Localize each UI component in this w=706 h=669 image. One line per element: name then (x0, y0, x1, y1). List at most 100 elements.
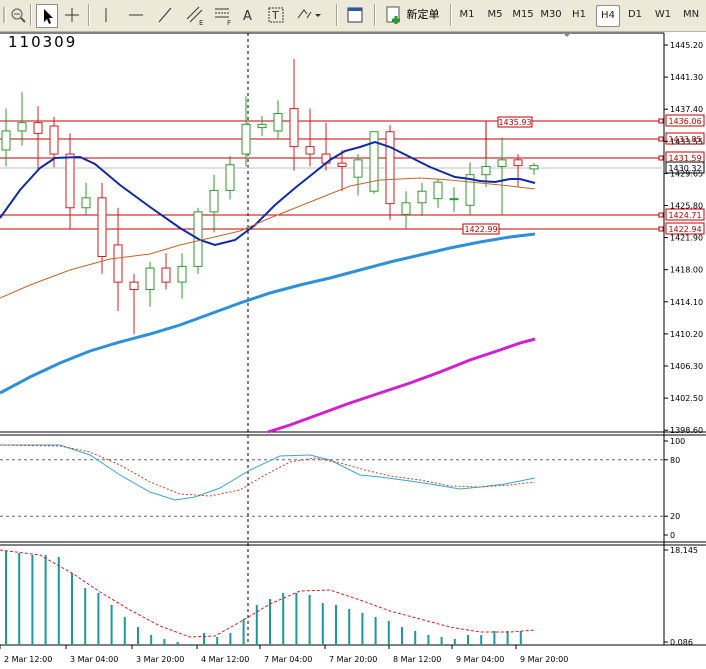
time-axis-label: 7 Mar 04:00 (264, 655, 312, 664)
price-axis-label: 1433.55 (670, 137, 703, 146)
candle-body (353, 159, 363, 178)
time-axis-label: 8 Mar 12:00 (393, 655, 441, 664)
candle-body (433, 181, 443, 200)
equidistant-channel-icon[interactable]: E (184, 4, 206, 27)
time-axis-label: 3 Mar 20:00 (136, 655, 184, 664)
stoch-level-100: 100 (670, 437, 685, 446)
price-axis-label: 1425.80 (670, 202, 703, 211)
level-price-text: 1422.94 (668, 225, 701, 234)
time-axis-label: 3 Mar 04:00 (70, 655, 118, 664)
text-icon[interactable]: A (240, 4, 258, 26)
candle-body (273, 113, 283, 132)
level-price-tag (665, 132, 705, 145)
level-handle[interactable] (658, 155, 664, 161)
arrows-dropdown-icon[interactable] (294, 4, 322, 26)
timeframe-m15[interactable]: M15 (512, 9, 534, 20)
inline-label-box (497, 116, 533, 128)
chart-shift-marker[interactable] (563, 33, 571, 37)
candle-body (145, 267, 155, 291)
stoch-level-0: 0 (670, 531, 675, 540)
candle-body (465, 174, 475, 206)
timeframe-d1[interactable]: D1 (627, 9, 643, 20)
vol-level-max: 18.145 (670, 546, 698, 555)
price-axis-label: 1429.65 (670, 169, 703, 178)
level-handle[interactable] (658, 136, 664, 142)
candle-body (241, 123, 251, 155)
vol-level-min: 0.086 (670, 638, 693, 647)
timeframe-h1[interactable]: H1 (572, 9, 586, 20)
time-axis-label: 7 Mar 20:00 (329, 655, 377, 664)
templates-icon[interactable] (344, 4, 366, 26)
vertical-line-icon[interactable] (96, 4, 116, 26)
level-price-tag (665, 114, 705, 127)
candle-body (385, 131, 395, 205)
toolbar-grip (2, 4, 8, 26)
level-handle[interactable] (658, 212, 664, 218)
timeframe-m5[interactable]: M5 (487, 9, 503, 20)
candle-body (81, 197, 91, 209)
svg-text:A: A (243, 9, 252, 24)
candle-body (1, 130, 11, 151)
timeframe-m1[interactable]: M1 (459, 9, 475, 20)
candle-body (65, 153, 75, 209)
volume-signal-line (0, 549, 536, 638)
moving-average-slow-line (0, 232, 536, 395)
price-axis-label: 1402.50 (670, 394, 703, 403)
moving-average-mid-line (0, 177, 536, 299)
stoch-level-20: 20 (670, 512, 680, 521)
candle-body (33, 122, 43, 134)
level-price-text: 1436.06 (668, 117, 701, 126)
candle-body (417, 190, 427, 204)
trendline-icon[interactable] (155, 4, 175, 26)
crosshair-icon[interactable] (62, 4, 82, 26)
time-axis-label: 2 Mar 12:00 (4, 655, 52, 664)
candle-body (289, 108, 299, 148)
moving-average-long-line (267, 337, 536, 434)
time-axis-label: 4 Mar 12:00 (201, 655, 249, 664)
candle-body (113, 244, 123, 283)
moving-average-fast-line (0, 140, 536, 247)
svg-text:T: T (271, 9, 279, 22)
candle-body (449, 198, 459, 201)
candle-body (481, 165, 491, 176)
price-axis-label: 1414.10 (670, 298, 703, 307)
toolbar-separator (88, 4, 90, 26)
chart-window[interactable]: 110309 1436.06 1433.85 1431.59 1424.71 1422.… (0, 31, 706, 665)
candle-body (161, 267, 171, 283)
timeframe-w1[interactable]: W1 (654, 9, 672, 20)
svg-text:E: E (199, 19, 203, 26)
candle-body (513, 159, 523, 167)
timeframe-h4[interactable]: H4 (596, 5, 620, 27)
candle-body (225, 164, 235, 191)
horizontal-line-icon[interactable] (126, 4, 146, 26)
candle-body (129, 281, 139, 291)
candle-body (337, 162, 347, 167)
level-handle[interactable] (658, 226, 664, 232)
price-axis-label: 1398.60 (670, 426, 703, 435)
timeframe-m30[interactable]: M30 (540, 9, 562, 20)
candle-body (177, 265, 187, 283)
inline-price-label: 1435.93 (498, 118, 531, 127)
fibonacci-icon[interactable]: F (212, 4, 234, 27)
price-axis-label: 1421.90 (670, 234, 703, 243)
new-order-icon[interactable] (384, 4, 404, 26)
level-price-tag (665, 222, 705, 235)
new-order-button[interactable]: 新定单 (406, 8, 440, 21)
level-handle[interactable] (658, 118, 664, 124)
toolbar: E F A T 新定单 M1 M5 M15 M30 H1 H4 D1 W1 MN (0, 0, 706, 32)
level-price-text: 1424.71 (668, 211, 701, 220)
zoom-out-icon[interactable] (10, 4, 26, 26)
stochastic-signal-line (0, 444, 536, 497)
stoch-level-80: 80 (670, 456, 680, 465)
timeframe-mn[interactable]: MN (682, 9, 700, 20)
price-axis-label: 1406.30 (670, 362, 703, 371)
toolbar-separator (450, 4, 452, 26)
price-axis-label: 1418.00 (670, 266, 703, 275)
stochastic-main-line (0, 444, 536, 501)
price-axis-label: 1445.20 (670, 41, 703, 50)
cursor-icon[interactable] (36, 4, 58, 28)
text-label-icon[interactable]: T (266, 4, 286, 26)
level-price-text: 1433.85 (668, 135, 701, 144)
candle-body (97, 197, 107, 258)
price-chart[interactable]: 110309 1436.06 1433.85 1431.59 1424.71 1422.… (0, 31, 706, 665)
